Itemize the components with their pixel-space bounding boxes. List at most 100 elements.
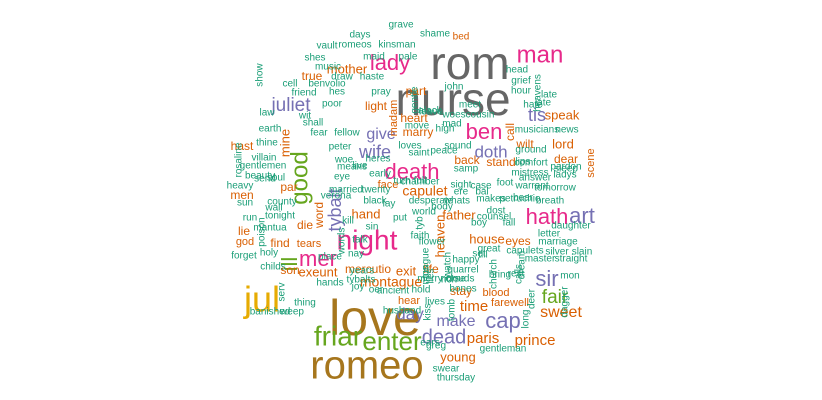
cloud-word: comfort xyxy=(514,158,548,169)
cloud-word: john xyxy=(444,82,464,93)
cloud-word: clouds xyxy=(446,274,475,285)
cloud-word: greg xyxy=(426,341,446,352)
cloud-word: vault xyxy=(316,41,337,52)
cloud-word: sir xyxy=(535,266,558,291)
cloud-word: wilt xyxy=(515,137,534,151)
cloud-word: twenty xyxy=(362,185,391,196)
cloud-word: lady xyxy=(370,50,410,75)
cloud-word: wife xyxy=(358,142,391,162)
cloud-word: thine xyxy=(256,138,278,149)
cloud-word: great xyxy=(478,244,501,255)
cloud-word: letter xyxy=(538,229,561,240)
cloud-word: eye xyxy=(334,172,351,183)
cloud-word: gentlemen xyxy=(240,161,287,172)
cloud-word: watch xyxy=(443,252,454,279)
cloud-word: heaven xyxy=(432,215,447,258)
cloud-word: pardon xyxy=(550,162,581,173)
cloud-word: joy xyxy=(351,282,365,293)
cloud-word: mus xyxy=(421,266,432,285)
cloud-word: church xyxy=(489,259,500,289)
cloud-word: hate xyxy=(523,100,543,111)
cloud-word: dost xyxy=(487,206,506,217)
cloud-word: time xyxy=(460,298,488,315)
cloud-word: par xyxy=(280,180,297,194)
cloud-word: words xyxy=(337,228,348,256)
cloud-word: madam xyxy=(388,100,400,137)
cloud-word: bed xyxy=(453,32,470,43)
cloud-word: mine xyxy=(277,129,292,157)
cloud-word: lips xyxy=(515,157,530,168)
cloud-word: ill xyxy=(277,257,302,272)
cloud-word: romeos xyxy=(338,40,371,51)
cloud-word: show xyxy=(255,63,266,87)
cloud-word: peace xyxy=(430,146,458,157)
cloud-word: young xyxy=(440,349,475,364)
cloud-word: call xyxy=(503,123,517,141)
cloud-word: weep xyxy=(279,307,304,318)
cloud-word: rich xyxy=(441,275,457,286)
cloud-word: hour xyxy=(511,86,532,97)
cloud-word: mad xyxy=(442,119,461,130)
cloud-word: musicians xyxy=(515,125,559,136)
cloud-word: late xyxy=(535,98,552,109)
cloud-word: dagger xyxy=(560,286,571,318)
cloud-word: late xyxy=(541,90,558,101)
cloud-word: years xyxy=(350,266,374,277)
cloud-word: tybalts xyxy=(347,275,376,286)
cloud-word: jul xyxy=(243,279,280,320)
cloud-word: fair xyxy=(542,287,569,308)
cloud-word: slain xyxy=(572,247,593,258)
cloud-word: full xyxy=(414,176,427,187)
cloud-word: mother xyxy=(327,61,368,76)
cloud-word: rest xyxy=(508,269,525,280)
cloud-word: love xyxy=(329,290,421,346)
cloud-word: early xyxy=(369,169,391,180)
cloud-word: saint xyxy=(408,148,429,159)
cloud-word: breath xyxy=(536,196,564,207)
cloud-word: heres xyxy=(365,154,390,165)
cloud-word: county xyxy=(267,197,296,208)
cloud-word: back xyxy=(454,153,480,167)
cloud-word: holy xyxy=(260,248,278,259)
cloud-word: god xyxy=(236,236,254,248)
cloud-word: true xyxy=(302,69,323,83)
cloud-word: body xyxy=(431,202,453,213)
cloud-word: days xyxy=(349,30,370,41)
cloud-word: part xyxy=(406,84,427,98)
cloud-word: ears xyxy=(420,338,439,349)
cloud-word: friar xyxy=(314,320,362,351)
cloud-word: ancient xyxy=(377,286,409,297)
cloud-word: live xyxy=(352,161,367,172)
cloud-word: poor xyxy=(322,99,343,110)
cloud-word: face xyxy=(378,179,399,191)
cloud-word: tyb xyxy=(415,216,426,230)
cloud-word: cousin xyxy=(466,110,495,121)
cloud-word: head xyxy=(506,65,528,76)
cloud-word: friend xyxy=(291,88,316,99)
cloud-word: ere xyxy=(454,187,469,198)
cloud-word: silver xyxy=(545,247,569,258)
cloud-word: high xyxy=(436,124,455,135)
cloud-word: music xyxy=(315,62,341,73)
cloud-word: peter xyxy=(329,142,352,153)
cloud-word: make xyxy=(436,313,475,330)
cloud-word: earth xyxy=(259,124,282,135)
cloud-word: tomb xyxy=(447,298,458,321)
cloud-word: romeo xyxy=(310,344,423,388)
cloud-word: shame xyxy=(420,29,450,40)
cloud-word: kiss xyxy=(423,303,434,320)
cloud-word: bones xyxy=(449,284,476,295)
cloud-word: hands xyxy=(316,278,343,289)
cloud-word: wall xyxy=(264,203,282,214)
cloud-word: poison xyxy=(257,217,268,246)
cloud-word: lives xyxy=(425,297,445,308)
cloud-word: father xyxy=(442,207,476,222)
cloud-word: son xyxy=(280,263,299,277)
cloud-word: dead xyxy=(422,326,467,348)
cloud-word: soul xyxy=(267,173,285,184)
cloud-word: blood xyxy=(483,287,510,299)
cloud-word: nay xyxy=(348,249,364,260)
cloud-word: mon xyxy=(560,271,579,282)
cloud-word: beauty xyxy=(245,171,275,182)
